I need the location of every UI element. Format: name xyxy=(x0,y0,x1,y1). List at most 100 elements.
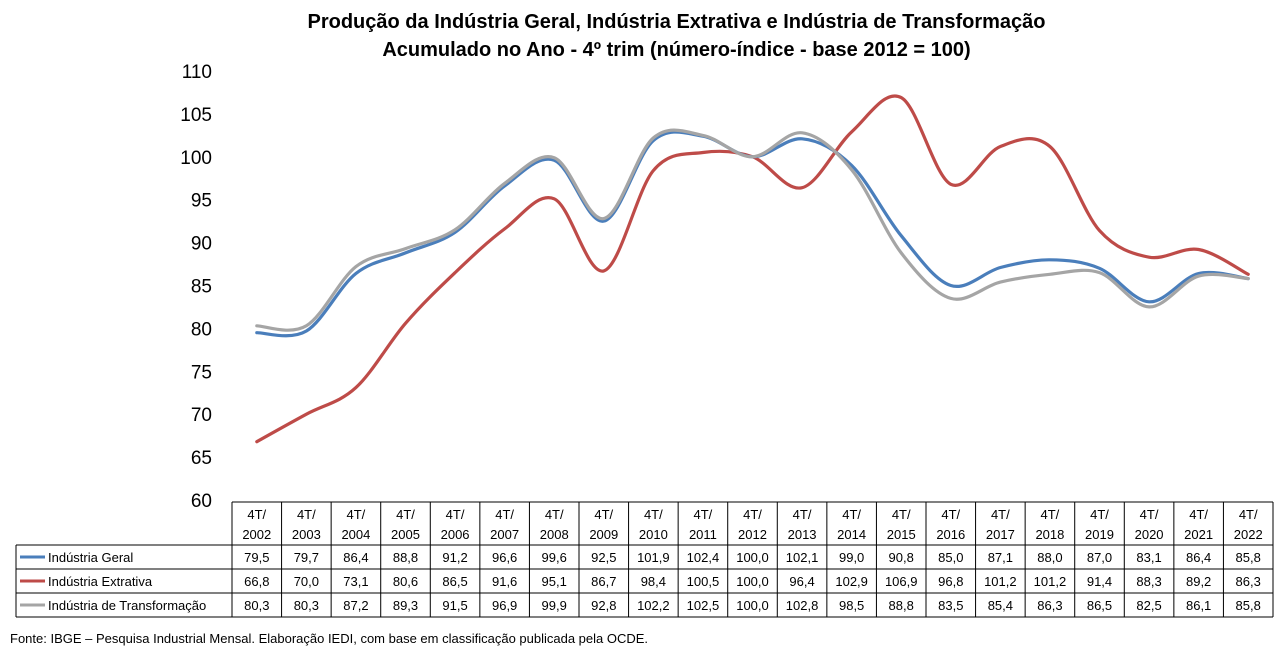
data-label: 102,9 xyxy=(835,574,868,589)
x-tick-label: 4T/ xyxy=(247,507,266,522)
series-lines xyxy=(255,94,1250,444)
data-label: 88,3 xyxy=(1136,574,1161,589)
data-label: 88,8 xyxy=(393,550,418,565)
data-label: 99,9 xyxy=(542,598,567,613)
x-tick-label: 2017 xyxy=(986,527,1015,542)
data-label: 99,6 xyxy=(542,550,567,565)
x-tick-label: 4T/ xyxy=(694,507,713,522)
data-label: 88,0 xyxy=(1037,550,1062,565)
x-tick-label: 2014 xyxy=(837,527,866,542)
chart-title: Produção da Indústria Geral, Indústria E… xyxy=(307,11,1046,33)
x-tick-label: 4T/ xyxy=(495,507,514,522)
data-label: 85,4 xyxy=(988,598,1013,613)
data-label: 102,1 xyxy=(786,550,819,565)
data-label: 87,2 xyxy=(343,598,368,613)
data-label: 87,0 xyxy=(1087,550,1112,565)
x-tick-label: 2002 xyxy=(242,527,271,542)
y-tick-label: 110 xyxy=(182,62,212,83)
series-line-1 xyxy=(255,130,1250,338)
y-tick-label: 75 xyxy=(191,362,212,383)
x-tick-label: 4T/ xyxy=(793,507,812,522)
x-tick-label: 2007 xyxy=(490,527,519,542)
data-label: 102,2 xyxy=(637,598,670,613)
chart-title-block: Produção da Indústria Geral, Indústria E… xyxy=(0,8,1283,64)
data-label: 86,3 xyxy=(1236,574,1261,589)
data-label: 79,7 xyxy=(294,550,319,565)
y-tick-label: 60 xyxy=(191,491,212,512)
data-label: 96,6 xyxy=(492,550,517,565)
x-tick-label: 4T/ xyxy=(991,507,1010,522)
x-tick-label: 2009 xyxy=(589,527,618,542)
data-label: 89,3 xyxy=(393,598,418,613)
chart-subtitle: Acumulado no Ano - 4º trim (número-índic… xyxy=(382,39,971,61)
data-label: 98,5 xyxy=(839,598,864,613)
data-label: 101,2 xyxy=(1034,574,1067,589)
x-tick-label: 4T/ xyxy=(892,507,911,522)
x-tick-label: 2022 xyxy=(1234,527,1263,542)
data-label: 86,5 xyxy=(442,574,467,589)
x-tick-label: 4T/ xyxy=(396,507,415,522)
data-label: 85,8 xyxy=(1236,550,1261,565)
data-label: 86,4 xyxy=(1186,550,1211,565)
data-label: 86,3 xyxy=(1037,598,1062,613)
x-tick-label: 2004 xyxy=(341,527,370,542)
data-label: 73,1 xyxy=(343,574,368,589)
data-label: 102,4 xyxy=(687,550,720,565)
series-line-3 xyxy=(255,128,1250,332)
x-tick-label: 4T/ xyxy=(1189,507,1208,522)
data-label: 100,5 xyxy=(687,574,720,589)
data-label: 89,2 xyxy=(1186,574,1211,589)
data-label: 85,0 xyxy=(938,550,963,565)
y-tick-label: 95 xyxy=(191,191,212,212)
x-tick-label: 4T/ xyxy=(1090,507,1109,522)
data-label: 91,2 xyxy=(442,550,467,565)
x-tick-label: 4T/ xyxy=(446,507,465,522)
x-tick-label: 4T/ xyxy=(545,507,564,522)
data-label: 91,6 xyxy=(492,574,517,589)
x-tick-label: 4T/ xyxy=(743,507,762,522)
x-tick-label: 2006 xyxy=(441,527,470,542)
data-label: 88,8 xyxy=(889,598,914,613)
data-label: 98,4 xyxy=(641,574,666,589)
data-label: 101,2 xyxy=(984,574,1017,589)
x-tick-label: 4T/ xyxy=(1140,507,1159,522)
x-tick-label: 4T/ xyxy=(347,507,366,522)
data-label: 80,3 xyxy=(244,598,269,613)
x-tick-label: 2015 xyxy=(887,527,916,542)
x-tick-label: 2003 xyxy=(292,527,321,542)
data-label: 96,8 xyxy=(938,574,963,589)
x-tick-label: 4T/ xyxy=(644,507,663,522)
data-label: 86,7 xyxy=(591,574,616,589)
x-tick-label: 4T/ xyxy=(941,507,960,522)
x-tick-label: 4T/ xyxy=(842,507,861,522)
x-tick-label: 2008 xyxy=(540,527,569,542)
source-note: Fonte: IBGE – Pesquisa Industrial Mensal… xyxy=(10,631,649,646)
legend-label: Indústria Geral xyxy=(48,550,133,565)
y-tick-label: 90 xyxy=(191,234,212,255)
y-tick-label: 100 xyxy=(180,148,212,169)
x-tick-label: 2019 xyxy=(1085,527,1114,542)
data-label: 79,5 xyxy=(244,550,269,565)
data-label: 66,8 xyxy=(244,574,269,589)
data-label: 86,5 xyxy=(1087,598,1112,613)
data-label: 92,5 xyxy=(591,550,616,565)
data-label: 90,8 xyxy=(889,550,914,565)
x-tick-label: 2013 xyxy=(788,527,817,542)
x-tick-label: 2010 xyxy=(639,527,668,542)
x-tick-label: 2012 xyxy=(738,527,767,542)
data-label: 83,1 xyxy=(1136,550,1161,565)
data-label: 99,0 xyxy=(839,550,864,565)
x-tick-label: 4T/ xyxy=(594,507,613,522)
x-tick-label: 4T/ xyxy=(1041,507,1060,522)
x-tick-label: 4T/ xyxy=(297,507,316,522)
data-label: 96,9 xyxy=(492,598,517,613)
data-label: 102,8 xyxy=(786,598,819,613)
x-tick-label: 2021 xyxy=(1184,527,1213,542)
x-tick-label: 4T/ xyxy=(1239,507,1258,522)
data-label: 100,0 xyxy=(736,598,769,613)
data-label: 70,0 xyxy=(294,574,319,589)
y-tick-label: 105 xyxy=(180,105,212,126)
x-tick-label: 2020 xyxy=(1135,527,1164,542)
y-tick-label: 70 xyxy=(191,405,212,426)
